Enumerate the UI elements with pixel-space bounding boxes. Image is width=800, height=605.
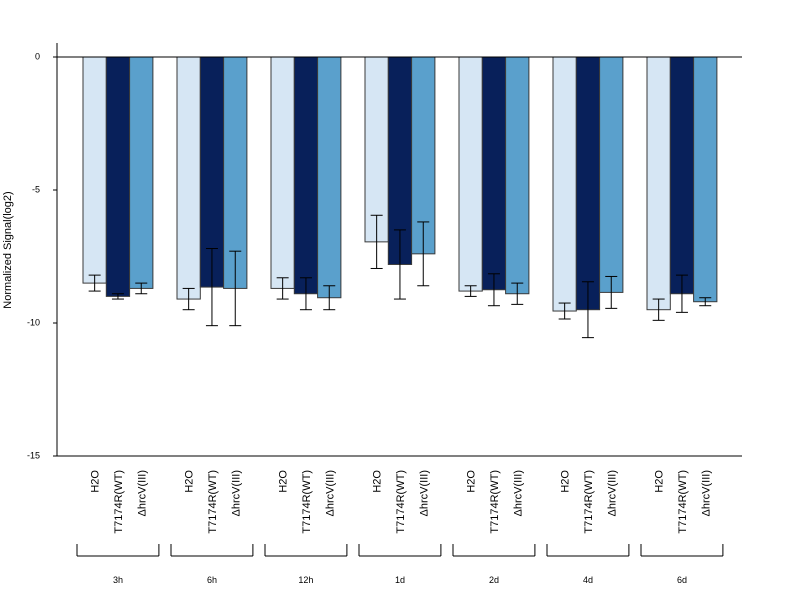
category-label: T7174R(WT) [113, 470, 125, 534]
group-label: 6h [207, 575, 217, 585]
bar [599, 56, 624, 293]
category-label: T7174R(WT) [395, 470, 407, 534]
category-label: T7174R(WT) [677, 470, 689, 534]
category-label: H2O [184, 470, 196, 493]
bar [105, 56, 131, 297]
category-label: ΔhrcV(III) [324, 470, 336, 516]
category-label: ΔhrcV(III) [136, 470, 148, 516]
category-label: ΔhrcV(III) [512, 470, 524, 516]
bar [129, 56, 154, 289]
category-label: T7174R(WT) [489, 470, 501, 534]
bar [646, 56, 671, 311]
y-tick-label: -5 [32, 184, 40, 194]
category-label: H2O [466, 470, 478, 493]
category-label: H2O [278, 470, 290, 493]
category-label: H2O [560, 470, 572, 493]
group-label: 12h [298, 575, 313, 585]
y-tick-label: 0 [35, 51, 40, 61]
bar [552, 56, 577, 312]
group-label: 3h [113, 575, 123, 585]
y-tick-label: -15 [27, 450, 40, 460]
group-label: 4d [583, 575, 593, 585]
bar [693, 56, 718, 303]
bar [317, 56, 342, 299]
bar [458, 56, 483, 292]
bar [505, 56, 530, 295]
bar [293, 56, 319, 295]
category-label: ΔhrcV(III) [418, 470, 430, 516]
bar [364, 56, 389, 243]
category-label: ΔhrcV(III) [606, 470, 618, 516]
category-label: T7174R(WT) [583, 470, 595, 534]
bar [270, 56, 295, 289]
category-label: H2O [654, 470, 666, 493]
bar [669, 56, 695, 295]
bar [176, 56, 201, 300]
group-label: 6d [677, 575, 687, 585]
y-axis-label: Normalized Signal(log2) [2, 191, 14, 308]
category-label: H2O [372, 470, 384, 493]
category-label: H2O [90, 470, 102, 493]
y-tick-label: -10 [27, 317, 40, 327]
category-label: ΔhrcV(III) [230, 470, 242, 516]
category-label: T7174R(WT) [301, 470, 313, 534]
group-label: 1d [395, 575, 405, 585]
bar [575, 56, 601, 311]
group-label: 2d [489, 575, 499, 585]
category-label: ΔhrcV(III) [700, 470, 712, 516]
category-label: T7174R(WT) [207, 470, 219, 534]
bar [481, 56, 507, 291]
bar [82, 56, 107, 284]
